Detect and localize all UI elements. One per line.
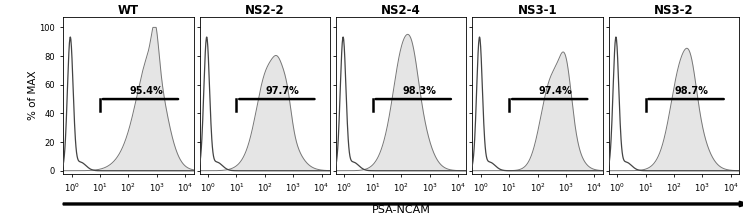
Title: NS3-2: NS3-2: [655, 4, 694, 17]
Text: 98.7%: 98.7%: [675, 86, 709, 96]
Text: 97.7%: 97.7%: [266, 86, 299, 96]
Title: NS2-4: NS2-4: [381, 4, 421, 17]
Text: 97.4%: 97.4%: [539, 86, 572, 96]
Text: 98.3%: 98.3%: [402, 86, 436, 96]
Title: WT: WT: [118, 4, 139, 17]
Text: PSA-NCAM: PSA-NCAM: [372, 205, 431, 215]
Text: 95.4%: 95.4%: [129, 86, 163, 96]
Title: NS2-2: NS2-2: [245, 4, 285, 17]
Y-axis label: % of MAX: % of MAX: [27, 71, 38, 120]
Title: NS3-1: NS3-1: [518, 4, 557, 17]
